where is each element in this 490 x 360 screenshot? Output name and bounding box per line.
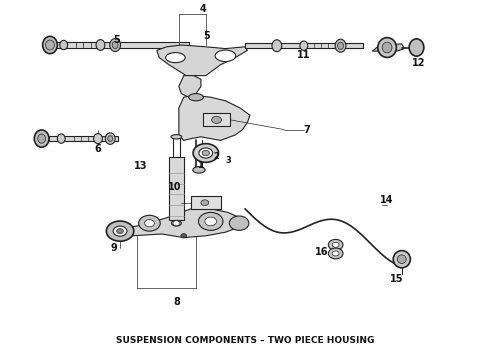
Ellipse shape [193, 167, 205, 173]
Polygon shape [179, 76, 201, 97]
Text: 7: 7 [304, 125, 311, 135]
Text: 8: 8 [173, 297, 180, 307]
Ellipse shape [171, 135, 182, 139]
Text: 3: 3 [225, 156, 231, 165]
Ellipse shape [199, 148, 213, 158]
Ellipse shape [57, 134, 65, 143]
Bar [56, 42, 189, 48]
Bar [191, 196, 220, 209]
Ellipse shape [202, 150, 210, 156]
Circle shape [332, 242, 339, 247]
Ellipse shape [215, 50, 236, 62]
Text: 13: 13 [133, 161, 147, 171]
Text: 15: 15 [390, 274, 404, 284]
Circle shape [332, 251, 339, 256]
Text: 11: 11 [297, 50, 311, 60]
Polygon shape [372, 44, 404, 51]
Ellipse shape [338, 42, 343, 49]
Ellipse shape [34, 130, 49, 147]
Circle shape [117, 229, 123, 234]
Ellipse shape [189, 94, 203, 101]
Ellipse shape [397, 255, 406, 264]
Text: 14: 14 [380, 195, 394, 205]
Bar [203, 113, 230, 126]
Ellipse shape [94, 134, 102, 144]
Ellipse shape [43, 36, 57, 54]
Text: 2: 2 [213, 152, 219, 161]
Polygon shape [110, 209, 240, 238]
Ellipse shape [393, 251, 410, 268]
Ellipse shape [112, 41, 118, 49]
Ellipse shape [193, 144, 219, 162]
Ellipse shape [382, 42, 392, 53]
Ellipse shape [108, 136, 113, 141]
Text: 5: 5 [113, 35, 120, 45]
Text: SUSPENSION COMPONENTS – TWO PIECE HOUSING: SUSPENSION COMPONENTS – TWO PIECE HOUSIN… [116, 336, 374, 345]
Ellipse shape [105, 133, 115, 144]
Ellipse shape [46, 40, 54, 50]
Circle shape [173, 221, 180, 226]
Ellipse shape [335, 39, 346, 52]
Polygon shape [179, 95, 250, 140]
Ellipse shape [272, 40, 282, 52]
Text: 10: 10 [168, 182, 181, 192]
Text: 1: 1 [197, 161, 203, 170]
Circle shape [328, 248, 343, 259]
Ellipse shape [378, 37, 396, 57]
Text: 4: 4 [200, 4, 207, 14]
Circle shape [201, 200, 209, 206]
Circle shape [181, 234, 187, 238]
Bar [49, 136, 118, 141]
Bar [169, 157, 184, 220]
Ellipse shape [110, 39, 121, 51]
Circle shape [139, 215, 160, 231]
Ellipse shape [96, 40, 105, 50]
Circle shape [113, 226, 127, 236]
Text: 5: 5 [203, 31, 210, 41]
Circle shape [198, 212, 223, 230]
Ellipse shape [60, 40, 68, 50]
Circle shape [229, 216, 249, 230]
Circle shape [328, 239, 343, 250]
Circle shape [205, 217, 217, 226]
Text: 9: 9 [111, 243, 118, 253]
Polygon shape [157, 45, 247, 76]
Ellipse shape [409, 39, 424, 56]
Ellipse shape [38, 134, 46, 143]
Bar [245, 43, 363, 48]
Ellipse shape [166, 53, 185, 63]
Text: 12: 12 [412, 58, 425, 68]
Text: 6: 6 [95, 144, 101, 154]
Ellipse shape [300, 41, 308, 50]
Circle shape [145, 220, 154, 227]
Text: 16: 16 [315, 247, 328, 257]
Circle shape [212, 116, 221, 123]
Circle shape [106, 221, 134, 241]
Ellipse shape [172, 220, 181, 226]
